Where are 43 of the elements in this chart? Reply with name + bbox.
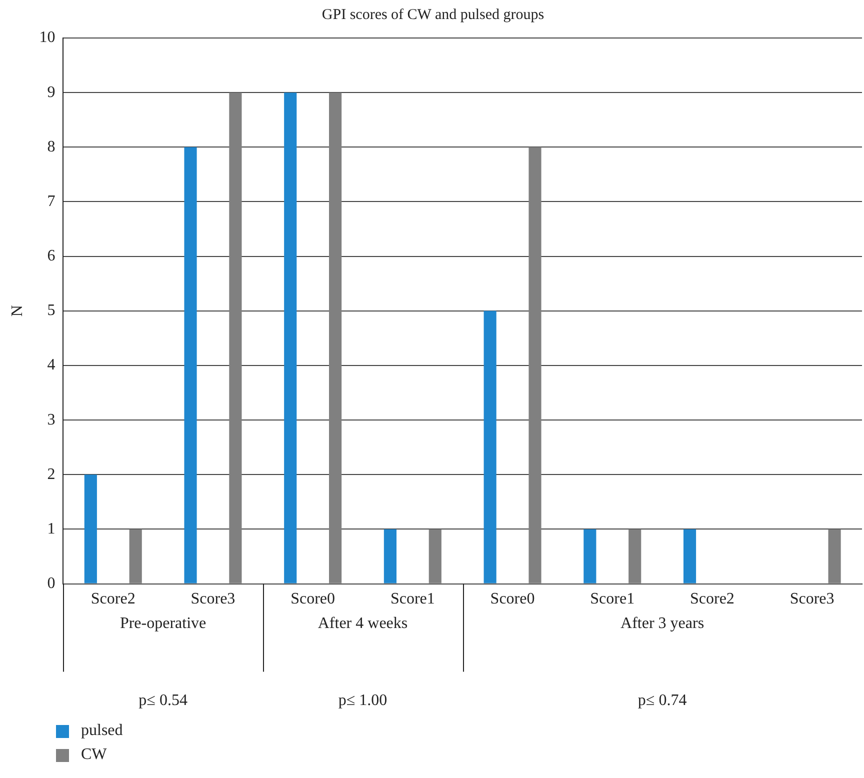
chart-title: GPI scores of CW and pulsed groups — [322, 6, 544, 23]
bar — [584, 529, 596, 584]
bar — [129, 529, 142, 584]
legend-label: pulsed — [81, 722, 123, 740]
bar — [184, 147, 197, 584]
bar — [229, 92, 242, 584]
text: Pre-operative — [120, 615, 206, 632]
text: p≤ 0.74 — [638, 692, 687, 710]
bar — [683, 529, 696, 584]
y-tick-label: 4 — [47, 356, 56, 374]
y-tick-label: 3 — [47, 411, 56, 428]
y-tick-label: 9 — [47, 84, 56, 101]
x-tick-label: Score3 — [790, 590, 834, 608]
y-tick-label: 1 — [47, 520, 56, 538]
bar — [828, 529, 841, 584]
x-tick-label: Score3 — [190, 590, 236, 608]
y-tick-label: 5 — [47, 302, 56, 320]
bar — [528, 147, 542, 584]
y-tick-label: 10 — [39, 29, 56, 46]
x-tick-label: Score0 — [490, 590, 535, 608]
bar — [384, 529, 396, 584]
bar — [329, 92, 342, 584]
text: After 4 weeks — [318, 615, 408, 632]
y-axis-title: N — [8, 304, 26, 317]
bar — [284, 92, 297, 584]
bar — [628, 529, 642, 584]
y-tick-label: 0 — [47, 575, 56, 592]
bar — [484, 310, 496, 584]
text: p≤ 0.54 — [138, 692, 188, 710]
y-tick-label: 7 — [47, 192, 56, 210]
x-tick-label: Score2 — [90, 590, 136, 608]
x-tick-label: Score1 — [590, 590, 635, 608]
text: After 3 years — [620, 615, 704, 632]
legend-label: CW — [81, 746, 107, 764]
y-tick-label: 8 — [47, 138, 56, 156]
bar — [428, 529, 442, 584]
text: p≤ 1.00 — [338, 692, 388, 710]
x-tick-label: Score2 — [690, 590, 734, 608]
y-tick-label: 6 — [47, 248, 56, 265]
bar — [84, 474, 97, 584]
x-tick-label: Score1 — [390, 590, 435, 608]
x-tick-label: Score0 — [290, 590, 336, 608]
y-tick-label: 2 — [47, 466, 56, 483]
